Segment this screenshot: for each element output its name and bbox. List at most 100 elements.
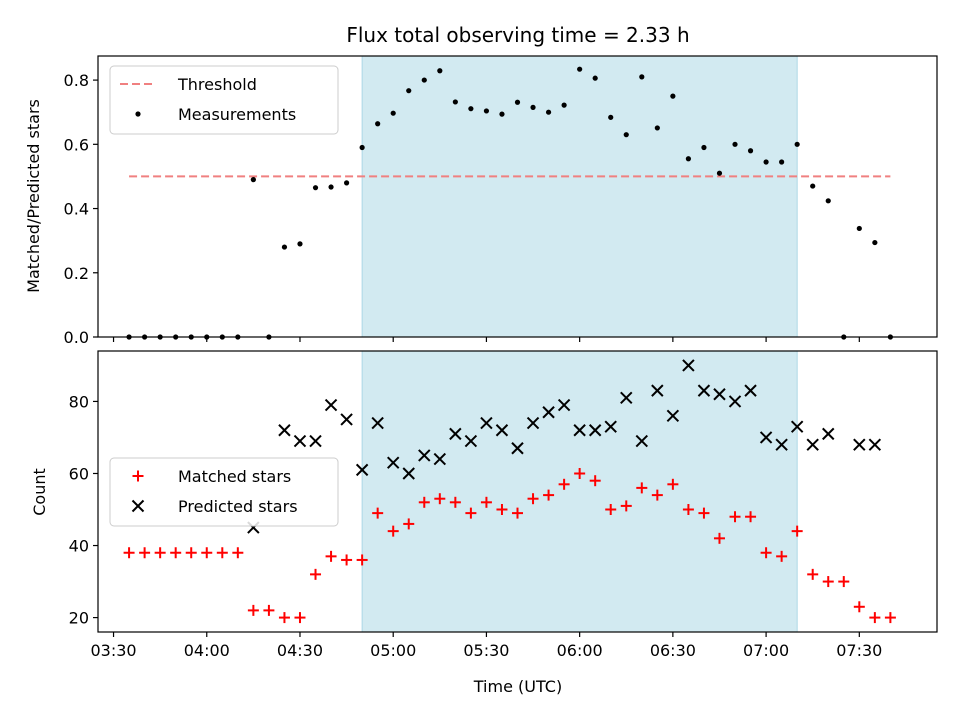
- bottom-point: [356, 554, 368, 566]
- top-point: [421, 77, 427, 83]
- top-point: [545, 109, 552, 115]
- bottom-point: [558, 478, 570, 490]
- bottom-point: [713, 532, 725, 544]
- bottom-point: [573, 424, 586, 437]
- bottom-point: [620, 391, 633, 405]
- top-series-0: [126, 66, 893, 340]
- bottom-point: [341, 554, 353, 566]
- top-point: [561, 102, 567, 108]
- bottom-legend-entry: Matched stars: [178, 467, 291, 486]
- bottom-point: [372, 507, 384, 519]
- bottom-point: [464, 434, 478, 448]
- top-legend: Threshold Measurements: [109, 65, 339, 135]
- bottom-point: [418, 449, 431, 462]
- bottom-point: [588, 424, 602, 437]
- top-point: [872, 239, 878, 246]
- top-point: [639, 74, 645, 80]
- bottom-point: [310, 568, 322, 580]
- top-point: [701, 144, 707, 151]
- top-point: [328, 184, 334, 190]
- bottom-point: [574, 467, 586, 479]
- bottom-point: [589, 475, 601, 487]
- top-point: [359, 144, 365, 151]
- bottom-axes-frame: [97, 350, 938, 633]
- bottom-point: [278, 424, 291, 437]
- bottom-point: [651, 384, 664, 397]
- top-point: [390, 110, 396, 116]
- bottom-point: [713, 388, 726, 401]
- top-point: [375, 121, 381, 127]
- bottom-point: [542, 406, 555, 419]
- bottom-point: [278, 612, 290, 624]
- bottom-point: [682, 359, 695, 372]
- bottom-point: [387, 525, 399, 537]
- bottom-point: [527, 493, 539, 505]
- bottom-point: [154, 547, 166, 559]
- bottom-point: [402, 467, 415, 480]
- bottom-point: [434, 493, 446, 505]
- top-point: [794, 141, 800, 147]
- bottom-point: [636, 482, 648, 494]
- top-y-tick-label: 0.6: [64, 135, 89, 154]
- top-panel: 0.0 0.2 0.4 0.6 0.8 Threshold Measurements: [64, 55, 938, 347]
- bottom-point: [123, 547, 135, 559]
- bottom-point: [728, 395, 742, 408]
- bottom-legend-swatch: [132, 470, 144, 482]
- bottom-point: [293, 434, 307, 448]
- top-point: [468, 106, 474, 112]
- top-point: [592, 75, 598, 81]
- top-point: [297, 241, 303, 247]
- bottom-point: [838, 576, 850, 588]
- bottom-panel: 20 40 60 80 03:30 04:00 04:30 05:00 05:30 06:00 06…: [69, 350, 938, 660]
- bottom-point: [526, 416, 540, 430]
- bottom-point: [449, 427, 462, 441]
- bottom-point: [201, 547, 213, 559]
- x-tick-label: 04:00: [184, 641, 230, 660]
- top-point: [437, 68, 443, 74]
- bottom-y-tick-label: 80: [69, 392, 89, 411]
- top-legend-entry: Threshold: [177, 75, 257, 94]
- bottom-point: [697, 384, 711, 397]
- bottom-point: [822, 576, 834, 588]
- x-tick-label: 06:00: [557, 641, 603, 660]
- bottom-point: [371, 416, 384, 430]
- top-point: [763, 159, 769, 165]
- top-point: [343, 180, 350, 186]
- x-tick-label: 05:30: [463, 641, 509, 660]
- bottom-point: [884, 612, 896, 624]
- bottom-point: [760, 547, 772, 559]
- bottom-legend: Matched stars Predicted stars: [109, 457, 339, 527]
- bottom-point: [170, 547, 182, 559]
- bottom-point: [776, 550, 788, 562]
- bottom-legend-box: [109, 457, 339, 527]
- top-legend-box: [109, 65, 339, 135]
- bottom-point: [294, 612, 306, 624]
- top-point: [779, 159, 785, 165]
- top-point: [732, 141, 738, 147]
- bottom-y-axis-label: Count: [30, 468, 49, 516]
- bottom-point: [232, 547, 244, 559]
- bottom-point: [791, 525, 803, 537]
- top-point: [825, 198, 831, 204]
- top-y-axis-label: Matched/Predicted stars: [24, 99, 43, 293]
- bottom-point: [682, 504, 694, 516]
- bottom-point: [729, 511, 741, 523]
- bottom-point: [403, 518, 415, 530]
- bottom-y-tick-label: 40: [69, 537, 89, 556]
- top-y-tick-label: 0.2: [64, 264, 89, 283]
- x-tick-label: 05:00: [370, 641, 416, 660]
- bottom-legend-swatch: [131, 499, 145, 513]
- top-shaded-interval: [361, 55, 798, 338]
- top-point: [250, 177, 256, 183]
- bottom-point: [247, 604, 259, 616]
- bottom-point: [512, 507, 523, 519]
- bottom-point: [355, 463, 369, 477]
- bottom-point: [139, 547, 151, 559]
- top-legend-entry: Measurements: [178, 105, 296, 124]
- bottom-series-0: [123, 467, 896, 624]
- bottom-point: [853, 601, 865, 613]
- bottom-point: [745, 511, 757, 523]
- bottom-point: [309, 434, 322, 448]
- bottom-point: [651, 489, 663, 501]
